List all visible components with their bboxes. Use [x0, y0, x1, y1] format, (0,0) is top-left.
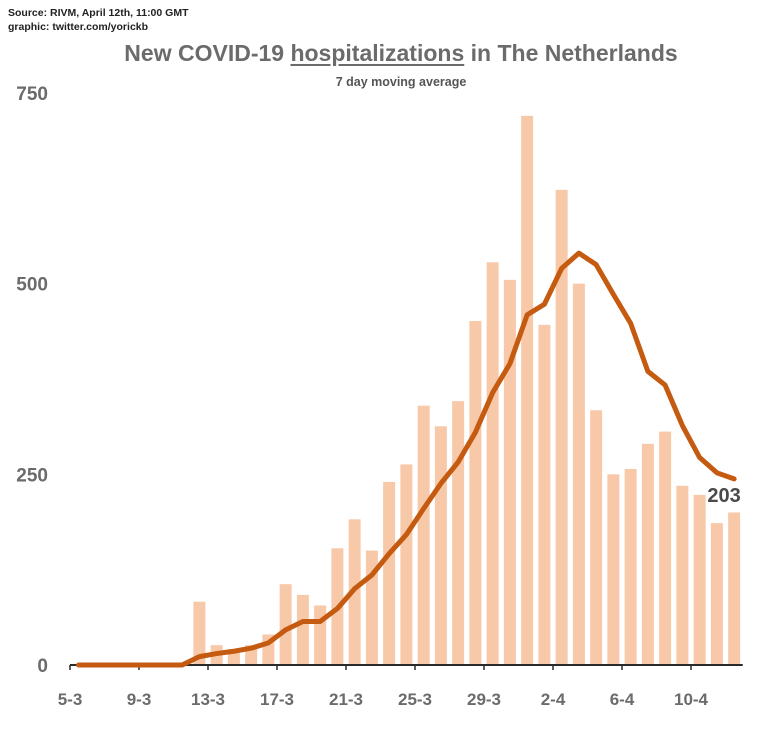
source-note: Source: RIVM, April 12th, 11:00 GMT grap… — [8, 6, 188, 34]
x-tick-label: 21-3 — [329, 690, 363, 709]
y-tick-label: 250 — [16, 465, 48, 486]
bar-2-4 — [555, 189, 568, 665]
bar-7-4 — [641, 443, 654, 665]
bar-24-3 — [400, 464, 413, 665]
y-tick-label: 750 — [16, 84, 48, 105]
title-prefix: New COVID-19 — [124, 40, 291, 66]
bar-12-3 — [193, 601, 206, 665]
bar-12-4 — [728, 512, 741, 665]
bar-23-3 — [383, 481, 396, 665]
end-value-label: 203 — [707, 485, 740, 507]
y-tick-label: 500 — [16, 275, 48, 296]
bar-18-3 — [296, 594, 309, 665]
x-tick-label: 13-3 — [191, 690, 225, 709]
bar-8-4 — [659, 431, 672, 665]
x-tick-label: 29-3 — [467, 690, 501, 709]
source-line: Source: RIVM, April 12th, 11:00 GMT — [8, 7, 189, 19]
x-tick-label: 17-3 — [260, 690, 294, 709]
bar-9-4 — [676, 485, 689, 665]
chart-title: New COVID-19 hospitalizations in The Net… — [0, 40, 768, 67]
x-tick-label: 10-4 — [674, 690, 709, 709]
chart-subtitle: 7 day moving average — [335, 75, 467, 89]
title-suffix: in The Netherlands — [464, 40, 678, 66]
bar-29-3 — [486, 262, 499, 665]
moving-average-line — [76, 250, 737, 668]
bar-25-3 — [417, 405, 430, 665]
bar-1-4 — [538, 324, 551, 665]
bar-19-3 — [314, 605, 327, 665]
bar-3-4 — [572, 283, 585, 665]
bar-27-3 — [452, 401, 465, 665]
graphic-credit-line: graphic: twitter.com/yorickb — [8, 21, 149, 33]
bar-28-3 — [469, 321, 482, 665]
bar-30-3 — [503, 279, 516, 665]
bar-10-4 — [693, 494, 706, 665]
x-tick-label: 25-3 — [398, 690, 432, 709]
bar-4-4 — [590, 410, 603, 665]
bar-5-4 — [607, 474, 620, 665]
x-tick-label: 5-3 — [58, 690, 83, 709]
bar-26-3 — [434, 426, 447, 665]
bar-6-4 — [624, 468, 637, 665]
x-tick-label: 6-4 — [610, 690, 635, 709]
bar-11-4 — [710, 523, 723, 665]
x-tick-label: 9-3 — [127, 690, 152, 709]
bar-17-3 — [279, 584, 292, 665]
x-tick-label: 2-4 — [541, 690, 566, 709]
y-tick-label: 0 — [37, 656, 48, 677]
title-underlined: hospitalizations — [290, 40, 465, 66]
bar-31-3 — [521, 115, 534, 666]
